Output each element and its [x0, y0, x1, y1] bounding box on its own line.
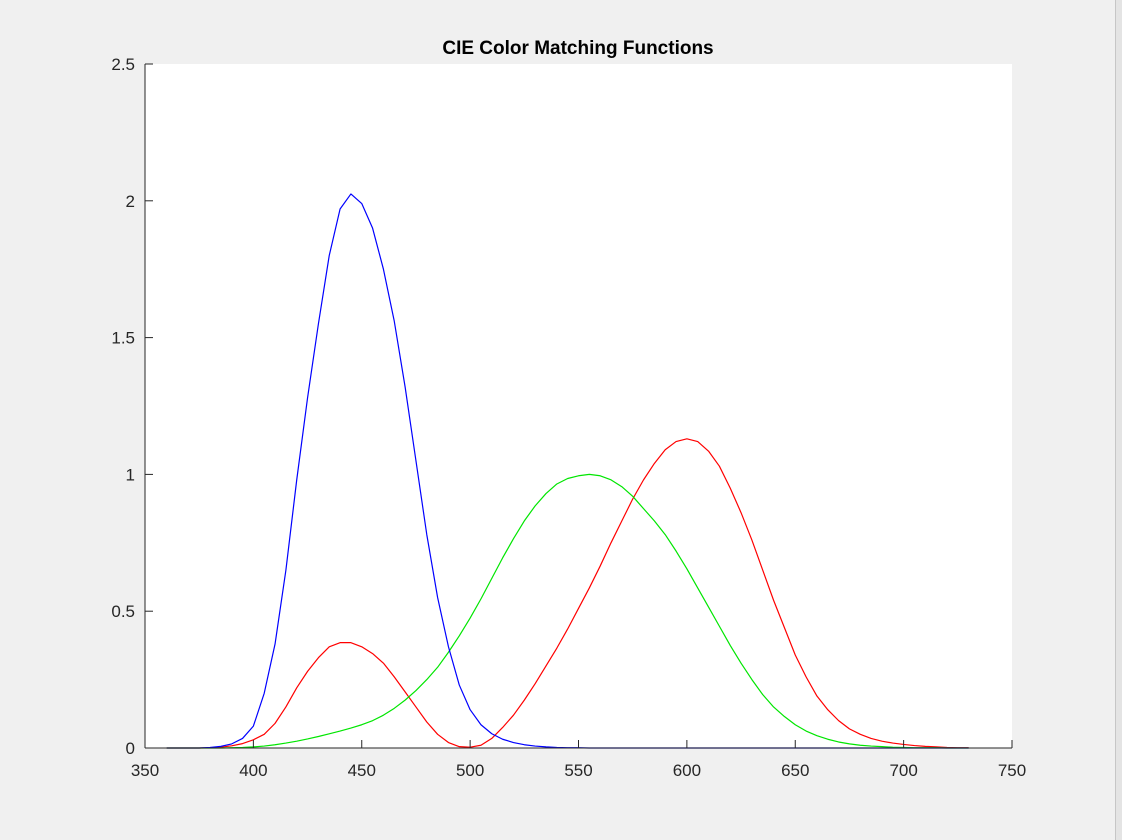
x-tick-label: 400 — [239, 761, 267, 780]
y-tick-label: 1.5 — [111, 329, 135, 348]
y-tick-label: 1 — [126, 465, 135, 484]
series-line-1 — [166, 473, 969, 749]
x-tick-label: 650 — [781, 761, 809, 780]
x-tick-label: 600 — [673, 761, 701, 780]
chart-title: CIE Color Matching Functions — [442, 38, 713, 59]
x-ticks: 350 400 450 500 550 600 650 700 750 — [131, 740, 1026, 780]
x-tick-label: 350 — [131, 761, 159, 780]
x-tick-label: 750 — [998, 761, 1026, 780]
y-tick-label: 2.5 — [111, 55, 135, 74]
y-tick-label: 0 — [126, 739, 135, 758]
plot-area — [145, 64, 1012, 748]
y-tick-label: 0.5 — [111, 602, 135, 621]
x-tick-label: 450 — [348, 761, 376, 780]
window-right-edge — [1115, 0, 1122, 840]
y-tick-label: 2 — [126, 192, 135, 211]
y-ticks: 0 0.5 1 1.5 2 2.5 — [111, 55, 153, 758]
x-tick-label: 550 — [564, 761, 592, 780]
series-line-0 — [166, 438, 969, 749]
x-tick-label: 700 — [889, 761, 917, 780]
x-tick-label: 500 — [456, 761, 484, 780]
